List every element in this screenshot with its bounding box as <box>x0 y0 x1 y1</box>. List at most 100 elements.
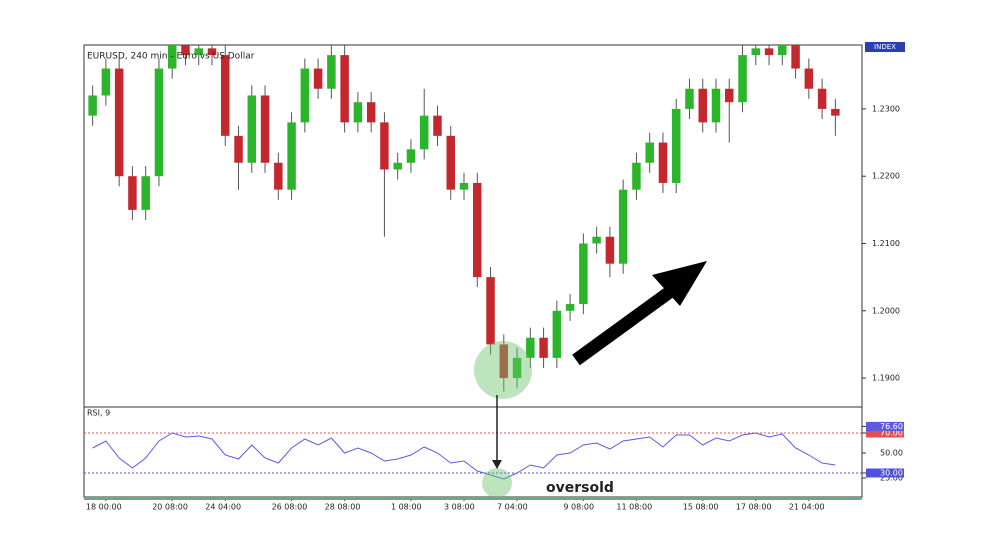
candle-body <box>446 135 455 190</box>
candle-body <box>817 88 827 109</box>
candle-body <box>473 182 482 278</box>
candle-body <box>698 88 707 123</box>
candle-body <box>804 68 814 89</box>
candle-body <box>579 243 588 305</box>
candle-body <box>539 337 548 358</box>
rsi-panel <box>84 432 862 480</box>
candle-body <box>141 176 150 210</box>
candle-body <box>300 68 310 123</box>
candle-body <box>738 55 747 103</box>
highlight <box>474 341 532 399</box>
candle-body <box>778 45 787 56</box>
candle-body <box>340 55 349 123</box>
candle-body <box>419 115 429 150</box>
axis-badge <box>865 42 905 52</box>
tick-badge <box>866 468 904 478</box>
price-panel <box>88 45 840 392</box>
time-strip <box>84 497 862 500</box>
candle-body <box>167 45 177 69</box>
candle-body <box>207 48 217 56</box>
candle-body <box>512 357 522 379</box>
candle-body <box>725 88 734 103</box>
candle-body <box>645 142 654 163</box>
candle-body <box>526 337 535 358</box>
y-tick-label: 1.2000 <box>872 306 900 315</box>
candle-body <box>605 236 615 264</box>
x-tick-label: 20 08:00 <box>152 503 188 512</box>
candle-body <box>685 88 694 109</box>
candle-body <box>618 189 628 264</box>
candle-body <box>658 142 668 183</box>
x-tick-label: 7 04:00 <box>497 503 528 512</box>
x-tick-label: 18 00:00 <box>86 503 122 512</box>
candle-body <box>274 162 283 190</box>
pointer-arrowhead <box>492 460 502 469</box>
candle-body <box>764 48 774 56</box>
candle-body <box>101 68 111 96</box>
plot-frame <box>83 44 863 498</box>
y-tick-label: 1.2300 <box>872 104 900 113</box>
candle-body <box>499 344 509 379</box>
x-tick-label: 21 04:00 <box>789 503 825 512</box>
candle-body <box>181 45 190 56</box>
y-tick-label: 1.1900 <box>872 374 900 383</box>
candle-body <box>128 176 137 210</box>
candle-body <box>393 162 402 170</box>
candle-body <box>751 48 761 56</box>
candle-body <box>313 68 323 89</box>
rsi-line <box>92 432 836 480</box>
trend-arrowhead <box>652 261 707 306</box>
x-tick-label: 3 08:00 <box>444 503 475 512</box>
candle-body <box>221 55 230 136</box>
candle-body <box>565 304 575 311</box>
candle-body <box>406 149 416 163</box>
x-tick-label: 17 08:00 <box>736 503 772 512</box>
y-tick-label: 76.60 <box>880 422 903 431</box>
rsi-title: RSI, 9 <box>87 409 110 418</box>
annotation: oversold <box>546 480 614 496</box>
y-tick-label: 1.2100 <box>872 239 900 248</box>
candle-body <box>366 102 376 123</box>
candle-body <box>592 236 601 244</box>
tick-badge <box>866 428 904 438</box>
y-tick-label: 30.00 <box>880 469 903 478</box>
x-tick-label: 1 08:00 <box>391 503 422 512</box>
candle-body <box>632 162 641 190</box>
x-tick-label: 15 08:00 <box>683 503 719 512</box>
candle-body <box>552 310 562 358</box>
axes: 1.1900 1.2000 1.2100 1.2200 1.2300 18 00:00 20… <box>86 104 904 512</box>
axis-label: INDEX <box>874 43 896 51</box>
candle-body <box>791 45 800 69</box>
y-tick-label: 1.2200 <box>872 172 900 181</box>
candle-body <box>247 95 257 163</box>
x-tick-label: 26 08:00 <box>272 503 308 512</box>
candle-body <box>711 88 721 123</box>
x-tick-label: 9 08:00 <box>563 503 594 512</box>
highlight <box>482 468 512 498</box>
candle-body <box>486 277 495 345</box>
y-tick-label: 50.00 <box>880 449 903 458</box>
x-tick-label: 24 04:00 <box>205 503 241 512</box>
candle-body <box>260 95 270 163</box>
candle-body <box>380 122 389 170</box>
x-tick-label: 28 08:00 <box>325 503 361 512</box>
tick-badge <box>866 421 904 431</box>
candle-body <box>234 135 243 163</box>
candle-body <box>433 115 442 136</box>
candle-body <box>287 122 296 190</box>
candle-body <box>353 102 363 123</box>
candle-body <box>459 182 469 190</box>
y-tick-label: 25.00 <box>880 474 903 483</box>
trend-arrow <box>572 277 686 366</box>
x-tick-label: 11 08:00 <box>616 503 652 512</box>
chart-title: EURUSD, 240 min - Euro vs US Dollar <box>87 52 255 62</box>
candle-body <box>194 48 203 56</box>
candle-body <box>114 68 124 177</box>
y-tick-label: 70.00 <box>880 429 903 438</box>
candle-body <box>671 108 681 183</box>
candle-body <box>154 68 164 177</box>
candle-body <box>88 95 97 116</box>
candle-body <box>327 55 336 89</box>
